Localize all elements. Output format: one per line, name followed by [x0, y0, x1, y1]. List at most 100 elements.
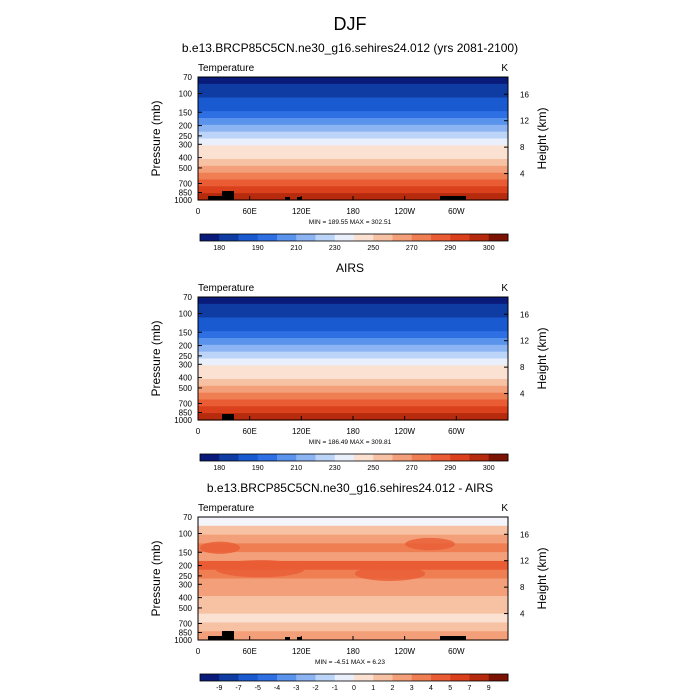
colorbar-swatch	[315, 674, 336, 681]
colorbar-swatch	[431, 454, 451, 461]
x-tick-label: 60W	[448, 427, 465, 436]
heatmap-band	[198, 104, 508, 112]
panel-units-label: K	[501, 503, 508, 514]
y-tick-label: 850	[179, 408, 193, 417]
y-tick-label: 850	[179, 628, 193, 637]
y2-axis-title: Height (km)	[535, 107, 549, 169]
heatmap-band	[198, 392, 508, 401]
colorbar-swatch	[296, 454, 316, 461]
terrain-block	[222, 414, 234, 420]
heatmap-band	[198, 77, 508, 85]
panel-title: AIRS	[336, 261, 364, 275]
heatmap-band	[198, 385, 508, 394]
heatmap-band	[198, 324, 508, 332]
colorbar-swatch	[411, 454, 432, 461]
heatmap-band	[198, 145, 508, 153]
colorbar-label: 250	[367, 245, 379, 252]
heatmap-band	[198, 344, 508, 353]
terrain-block	[440, 636, 466, 640]
x-tick-label: 120W	[394, 427, 415, 436]
panels: b.e13.BRCP85C5CN.ne30_g16.sehires24.012 …	[149, 41, 549, 692]
panel-stats: MIN = -4.51 MAX = 6.23	[315, 659, 385, 666]
y-tick-label: 1000	[174, 416, 192, 425]
heatmap-band	[198, 138, 508, 146]
colorbar: -9 -7 -5 -4 -3 -2 -1 0 1 2 3 4 5 7 9	[199, 673, 509, 692]
y2-tick-label: 16	[520, 530, 529, 539]
panel-units-label: K	[501, 63, 508, 74]
heatmap-field	[198, 297, 508, 421]
colorbar-label: 290	[444, 245, 456, 252]
y-axis-title: Pressure (mb)	[149, 100, 163, 176]
terrain-block	[285, 197, 290, 200]
colorbar-label: 300	[483, 245, 495, 252]
heatmap-band	[198, 331, 508, 339]
colorbar-swatch	[238, 454, 259, 461]
y-tick-label: 250	[179, 352, 193, 361]
colorbar-swatch	[373, 234, 393, 241]
y-tick-label: 500	[179, 164, 193, 173]
colorbar-label: -1	[332, 685, 338, 692]
heatmap-band	[198, 379, 508, 387]
heatmap-band	[198, 124, 508, 133]
heatmap-band	[198, 159, 508, 167]
colorbar-label: 250	[367, 465, 379, 472]
colorbar-swatch	[450, 674, 470, 681]
heatmap-band	[198, 186, 508, 194]
heatmap-band	[198, 317, 508, 325]
colorbar-label: -3	[293, 685, 299, 692]
x-tick-label: 180	[346, 427, 360, 436]
y2-tick-label: 8	[520, 143, 525, 152]
colorbar-swatch	[450, 454, 470, 461]
colorbar-swatch	[392, 454, 413, 461]
x-tick-label: 180	[346, 647, 360, 656]
colorbar-swatch	[277, 234, 297, 241]
y-tick-label: 250	[179, 132, 193, 141]
y2-axis-title: Height (km)	[535, 327, 549, 389]
x-tick-label: 0	[196, 207, 201, 216]
terrain-block	[297, 637, 302, 640]
colorbar-label: 2	[391, 685, 395, 692]
heatmap-band	[198, 517, 508, 527]
heatmap-band	[198, 543, 508, 553]
colorbar-swatch	[334, 454, 355, 461]
heatmap-band	[198, 406, 508, 414]
colorbar-swatch	[277, 454, 297, 461]
x-tick-label: 120E	[292, 207, 311, 216]
colorbar-swatch	[200, 674, 220, 681]
y-tick-label: 70	[183, 513, 192, 522]
y-tick-label: 300	[179, 140, 193, 149]
panel-left-label: Temperature	[198, 283, 255, 294]
x-tick-label: 60E	[243, 427, 257, 436]
terrain-mask	[222, 414, 234, 420]
colorbar: 180 190 210 230 250 270 290 300	[199, 233, 509, 252]
heatmap-cell	[215, 560, 305, 578]
heatmap-cell	[355, 566, 425, 581]
colorbar: 180 190 210 230 250 270 290 300	[199, 453, 509, 472]
y2-tick-label: 8	[520, 363, 525, 372]
heatmap-band	[198, 131, 508, 140]
y-tick-label: 200	[179, 122, 193, 131]
panel-title: b.e13.BRCP85C5CN.ne30_g16.sehires24.012 …	[207, 481, 493, 495]
heatmap-field	[198, 517, 508, 641]
y-tick-label: 70	[183, 73, 192, 82]
colorbar-swatch	[354, 674, 374, 681]
colorbar-frame	[199, 673, 509, 682]
y2-tick-label: 12	[520, 117, 529, 126]
y2-tick-label: 12	[520, 557, 529, 566]
colorbar-label: 4	[429, 685, 433, 692]
colorbar-label: -4	[274, 685, 280, 692]
colorbar-swatch	[219, 674, 239, 681]
colorbar-swatch	[469, 454, 490, 461]
y2-tick-label: 16	[520, 310, 529, 319]
heatmap-cell	[405, 537, 455, 551]
colorbar-label: 180	[213, 465, 225, 472]
y-tick-label: 1000	[174, 636, 192, 645]
terrain-mask	[208, 191, 466, 200]
heatmap-band	[198, 111, 508, 119]
x-tick-label: 0	[196, 427, 201, 436]
figure-title: DJF	[334, 14, 367, 34]
colorbar-swatch	[411, 674, 432, 681]
heatmap-band	[198, 90, 508, 99]
colorbar-swatch	[200, 234, 220, 241]
